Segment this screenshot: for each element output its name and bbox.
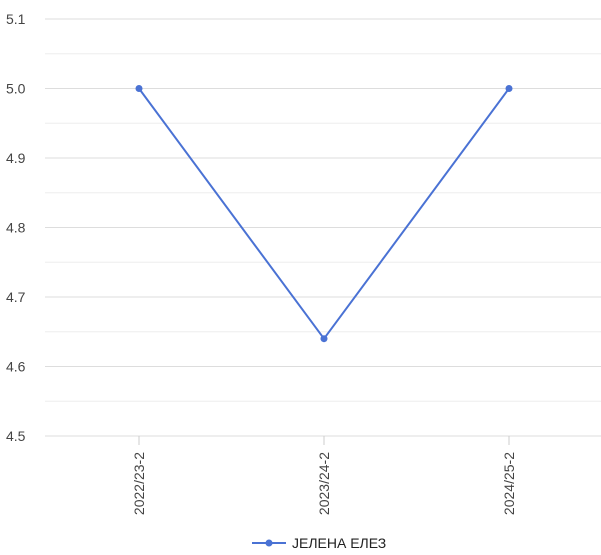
x-tick-label: 2022/23-2: [131, 452, 147, 515]
data-point[interactable]: [135, 85, 143, 92]
legend-point-marker: [265, 539, 273, 547]
y-axis-ticks: 4.5 4.6 4.7 4.8 4.9 5.0 5.1: [6, 11, 26, 444]
y-tick-label: 4.9: [6, 150, 26, 166]
y-tick-label: 4.5: [6, 428, 26, 444]
legend[interactable]: ЈЕЛЕНА ЕЛЕЗ: [252, 535, 386, 551]
series-line: [138, 87, 510, 340]
x-tick-label: 2024/25-2: [501, 452, 517, 515]
y-tick-label: 4.7: [6, 289, 26, 305]
y-tick-label: 5.1: [6, 11, 26, 27]
data-point[interactable]: [505, 85, 513, 92]
series-layer: [135, 85, 513, 343]
data-point[interactable]: [320, 335, 328, 343]
x-tick-label: 2023/24-2: [316, 452, 332, 515]
y-tick-label: 4.6: [6, 359, 26, 375]
legend-label: ЈЕЛЕНА ЕЛЕЗ: [292, 535, 386, 550]
gridlines: [45, 18, 601, 437]
y-tick-label: 4.8: [6, 220, 26, 236]
y-tick-label: 5.0: [6, 81, 26, 97]
x-axis-ticks: 2022/23-2 2023/24-2 2024/25-2: [131, 436, 517, 515]
